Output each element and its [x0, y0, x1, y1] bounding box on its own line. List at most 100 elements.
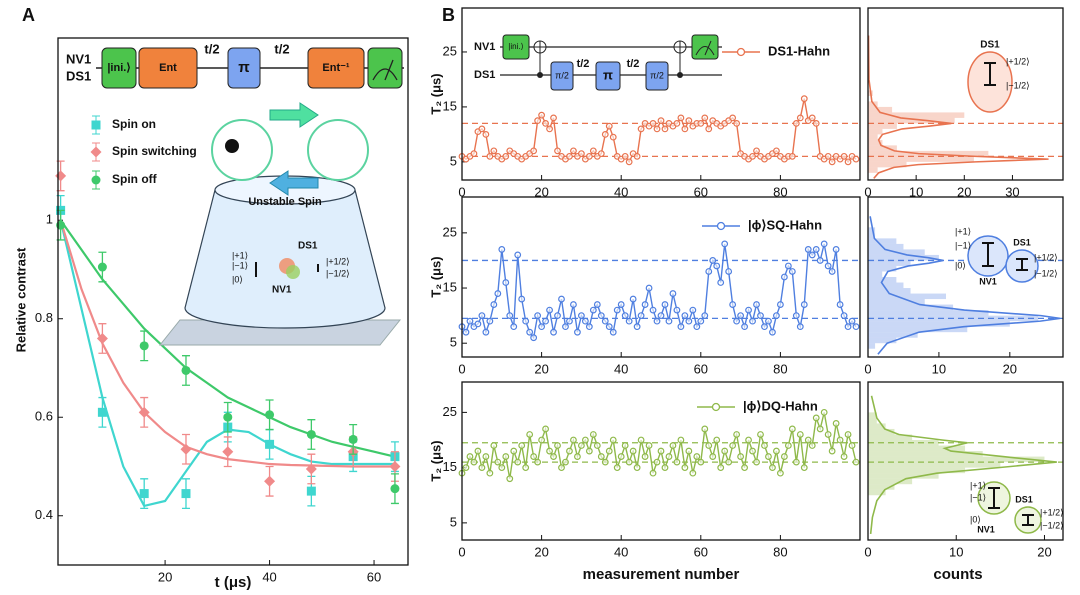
gate-box: [101, 47, 137, 89]
plot-frame: [867, 7, 1064, 181]
x-tick-label: 0: [864, 544, 871, 559]
level-label: |+1/2⟩: [1034, 252, 1058, 262]
hist-bar: [868, 445, 966, 452]
point: [633, 464, 641, 472]
x-tick-label: 0: [458, 184, 465, 199]
level-label: |+1⟩: [955, 226, 971, 236]
y-tick-label: 0.8: [35, 310, 53, 325]
point: [593, 442, 601, 449]
hist-bar: [868, 489, 886, 496]
point: [788, 268, 796, 275]
x-tick-label: 10: [932, 361, 946, 376]
marker: [180, 443, 192, 455]
point: [470, 458, 478, 466]
point: [677, 323, 685, 331]
point: [820, 240, 828, 248]
point: [490, 301, 498, 308]
point: [601, 130, 609, 138]
x-tick-label: 20: [158, 569, 172, 584]
marker: [97, 407, 107, 417]
gate-label: |ini.⟩: [508, 42, 523, 51]
point: [570, 301, 577, 308]
point: [757, 431, 764, 438]
point: [581, 436, 589, 444]
marker: [389, 460, 401, 472]
gate-box: [307, 47, 365, 89]
fit-curve: [869, 395, 1057, 535]
gate-box: [550, 61, 574, 91]
point: [832, 420, 840, 427]
meter-icon: [695, 40, 715, 56]
y-tick-label: 0.4: [35, 507, 53, 522]
point: [558, 464, 565, 472]
x-tick-label: 60: [694, 544, 708, 559]
point: [466, 453, 474, 460]
point: [462, 464, 470, 472]
hist-bar: [868, 271, 883, 277]
point: [538, 111, 545, 119]
point: [562, 323, 569, 331]
gate-label: |ini.⟩: [107, 62, 130, 74]
point: [725, 458, 733, 466]
hist-bar: [868, 243, 904, 250]
point: [589, 431, 597, 438]
point: [546, 125, 553, 133]
cnot-control: [537, 72, 543, 78]
point: [804, 246, 812, 253]
point: [601, 317, 609, 325]
hist-bar: [868, 117, 955, 124]
legend-marker: [716, 221, 726, 231]
point: [689, 469, 697, 477]
point: [681, 125, 689, 133]
y-axis-label: Relative contrast: [13, 247, 28, 352]
qubit-label: NV1: [66, 51, 91, 66]
x-tick-label: 0: [864, 361, 871, 376]
x-tick-label: 20: [1037, 544, 1051, 559]
point: [737, 453, 744, 460]
x-tick-label: 0: [864, 184, 871, 199]
marker: [265, 410, 275, 420]
point: [777, 469, 784, 477]
point: [709, 453, 717, 460]
point: [681, 464, 689, 472]
point: [498, 246, 506, 253]
point: [788, 425, 796, 433]
point: [502, 453, 510, 460]
inset-label: DS1: [1013, 237, 1031, 247]
point: [685, 317, 693, 325]
delay-label: t/2: [274, 41, 289, 56]
inset-label: NV1: [979, 276, 997, 286]
hist-bar: [868, 134, 878, 140]
point: [665, 453, 673, 460]
point: [808, 251, 816, 259]
point: [705, 442, 713, 449]
point: [625, 158, 633, 166]
point: [574, 453, 581, 460]
point: [570, 436, 577, 444]
point: [773, 312, 780, 320]
marker: [181, 489, 191, 499]
y-tick-label: 1: [46, 212, 53, 227]
point: [502, 152, 510, 160]
marker: [264, 475, 276, 487]
arrow: [269, 170, 319, 196]
marker: [181, 365, 191, 375]
level-label: |0⟩: [970, 514, 981, 524]
point: [494, 458, 502, 466]
level-label: |−1⟩: [232, 260, 248, 270]
level-label: |−1/2⟩: [1034, 268, 1058, 278]
point: [673, 306, 681, 314]
point: [534, 117, 542, 125]
legend-marker: [91, 120, 101, 130]
point: [462, 328, 470, 336]
point: [466, 317, 474, 325]
point: [840, 152, 848, 160]
point: [482, 453, 490, 460]
point: [629, 447, 637, 455]
point: [733, 317, 741, 325]
point: [693, 323, 701, 331]
y-tick-label: 15: [443, 98, 457, 113]
y-axis-label: T₂ (μs): [428, 256, 443, 297]
point: [848, 317, 856, 325]
hist-bar: [868, 238, 897, 244]
